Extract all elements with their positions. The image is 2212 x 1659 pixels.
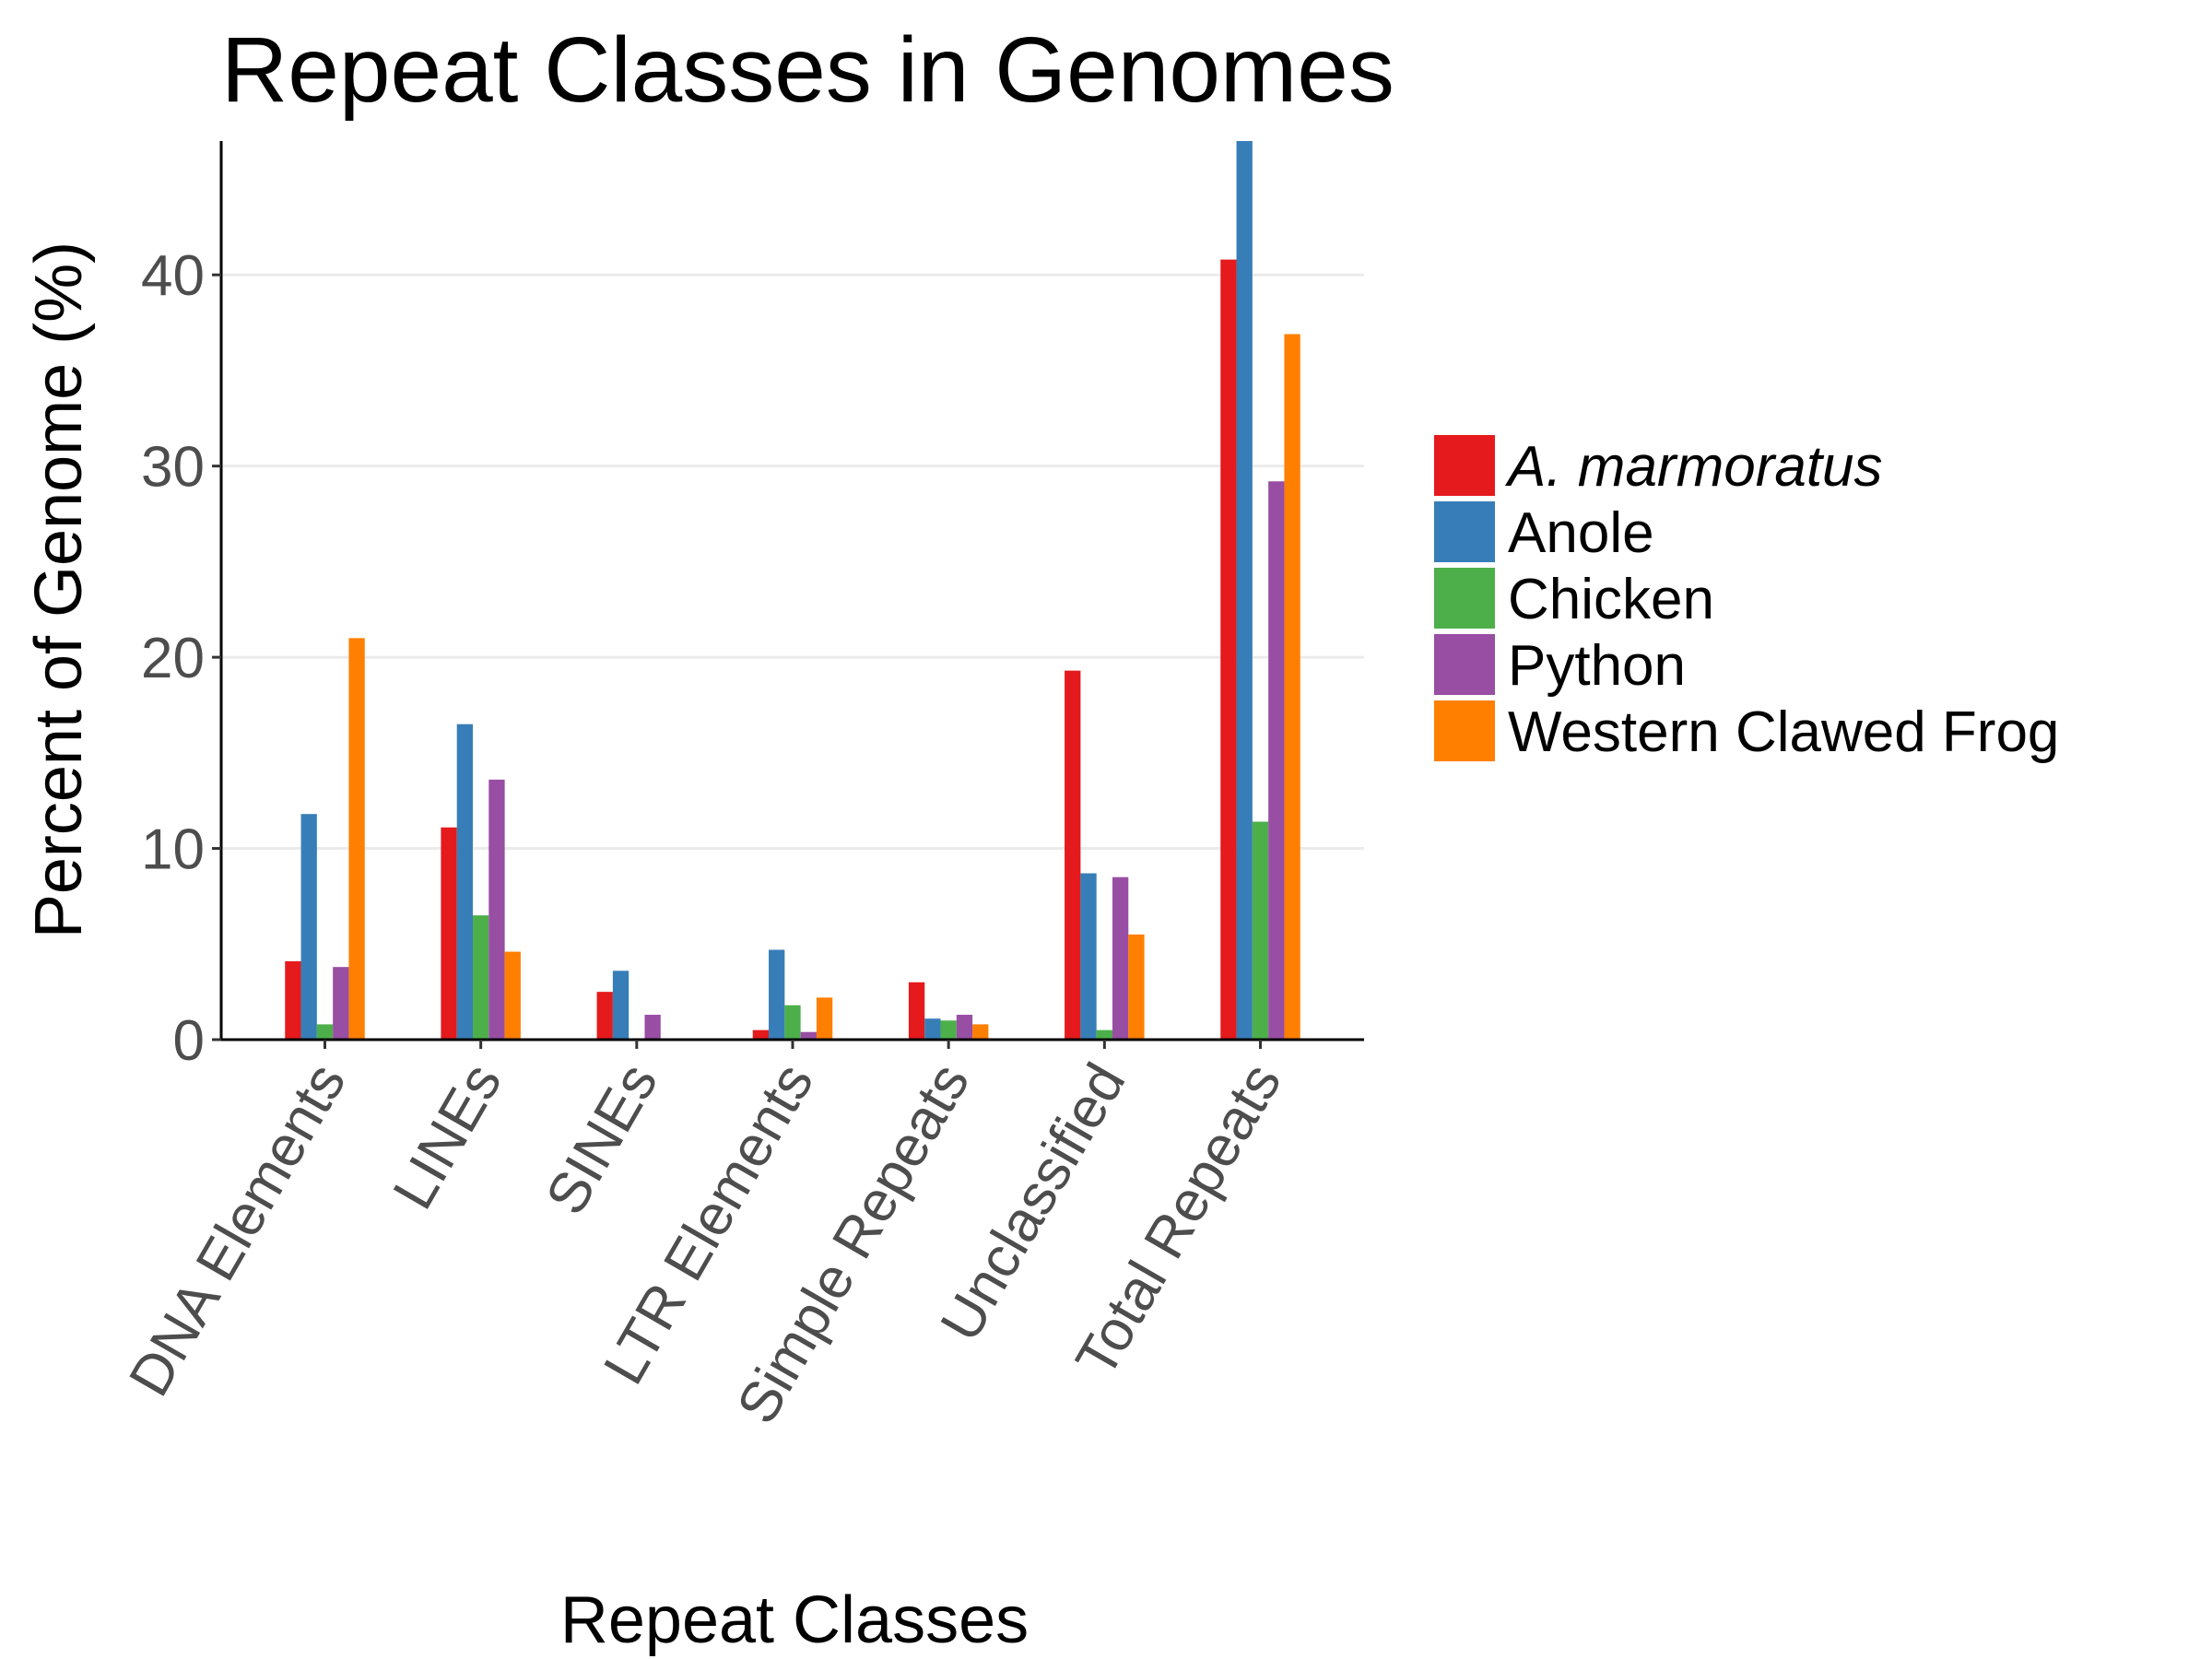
- bar-anole-unclassified: [1080, 873, 1097, 1040]
- bar-python-lines: [488, 779, 505, 1040]
- legend-label-a-marmoratus: A. marmoratus: [1504, 435, 1883, 499]
- grid-layer: [221, 273, 1364, 851]
- y-tick-label-10: 10: [141, 818, 205, 882]
- bar-a-marmoratus-ltr-elements: [752, 1030, 770, 1040]
- bar-python-unclassified: [1112, 877, 1129, 1040]
- bar-a-marmoratus-total-repeats: [1220, 259, 1237, 1040]
- bar-chicken-unclassified: [1096, 1030, 1112, 1040]
- bar-python-total-repeats: [1268, 481, 1285, 1040]
- chart-title: Repeat Classes in Genomes: [221, 18, 1394, 122]
- bar-a-marmoratus-lines: [441, 827, 457, 1040]
- legend-key-python: [1434, 634, 1495, 695]
- x-tick-label-sines: SINEs: [534, 1053, 670, 1226]
- y-tick-label-40: 40: [141, 244, 205, 308]
- bar-python-simple-repeats: [956, 1015, 973, 1040]
- y-tick-label-30: 30: [141, 436, 205, 500]
- bar-western-clawed-frog-unclassified: [1128, 934, 1145, 1040]
- legend-label-chicken: Chicken: [1508, 568, 1714, 631]
- legend-key-chicken: [1434, 568, 1495, 629]
- bar-a-marmoratus-unclassified: [1065, 670, 1081, 1040]
- legend-label-python: Python: [1508, 634, 1686, 698]
- bar-python-dna-elements: [333, 967, 349, 1040]
- y-tick-labels: 0 10 20 30 40: [141, 244, 205, 1073]
- x-tick-label-lines: LINEs: [382, 1053, 514, 1220]
- bar-chicken-ltr-elements: [784, 1005, 801, 1040]
- bar-python-sines: [644, 1015, 661, 1040]
- bar-western-clawed-frog-ltr-elements: [816, 997, 833, 1040]
- legend-key-a-marmoratus: [1434, 435, 1495, 496]
- y-tick-label-0: 0: [173, 1009, 205, 1073]
- bar-chicken-simple-repeats: [940, 1020, 957, 1040]
- bar-chicken-dna-elements: [316, 1024, 334, 1040]
- bars-layer: [285, 141, 1300, 1041]
- x-axis-title: Repeat Classes: [560, 1583, 1029, 1657]
- bar-a-marmoratus-sines: [596, 992, 613, 1040]
- legend-label-anole: Anole: [1508, 501, 1654, 565]
- bar-anole-dna-elements: [300, 814, 317, 1040]
- bar-a-marmoratus-simple-repeats: [908, 982, 925, 1040]
- axes-layer: [212, 141, 1364, 1049]
- legend-label-western-clawed-frog: Western Clawed Frog: [1508, 700, 2059, 764]
- bar-chicken-total-repeats: [1252, 821, 1269, 1040]
- bar-anole-simple-repeats: [924, 1018, 941, 1040]
- bar-western-clawed-frog-dna-elements: [348, 638, 365, 1040]
- bar-anole-total-repeats: [1236, 141, 1253, 1040]
- bar-a-marmoratus-dna-elements: [285, 960, 301, 1040]
- y-axis-title: Percent of Genome (%): [22, 241, 96, 938]
- legend-key-anole: [1434, 501, 1495, 562]
- y-tick-label-20: 20: [141, 627, 205, 690]
- bar-python-ltr-elements: [800, 1031, 817, 1040]
- bar-anole-ltr-elements: [769, 949, 785, 1040]
- bar-western-clawed-frog-simple-repeats: [972, 1024, 989, 1040]
- bar-anole-lines: [456, 724, 474, 1040]
- bar-anole-sines: [612, 971, 629, 1040]
- bar-western-clawed-frog-total-repeats: [1284, 334, 1300, 1041]
- x-tick-label-dna-elements: DNA Elements: [117, 1053, 358, 1407]
- bar-western-clawed-frog-lines: [504, 951, 521, 1040]
- legend-key-western-clawed-frog: [1434, 700, 1495, 761]
- bar-chicken-lines: [473, 915, 489, 1040]
